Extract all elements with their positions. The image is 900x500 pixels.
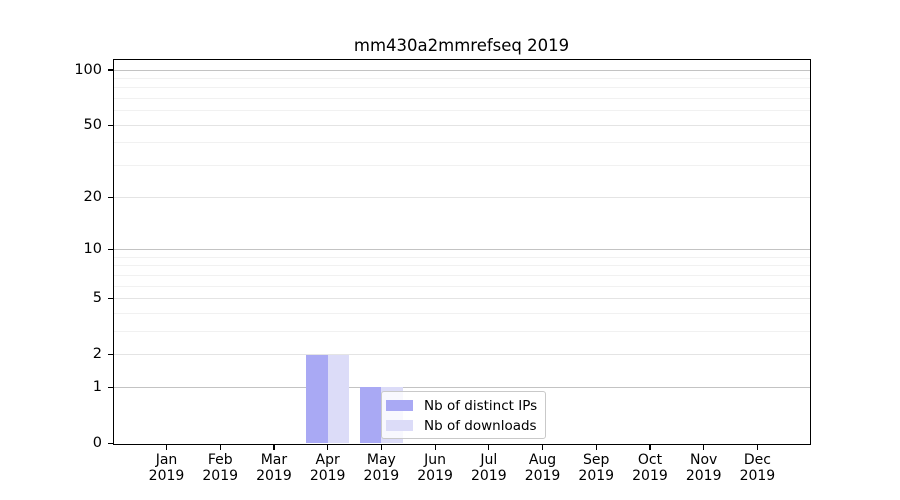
x-axis-label: Jan 2019 xyxy=(148,452,185,484)
y-axis-label: 50 xyxy=(83,116,102,133)
legend-label-distinct-ips: Nb of distinct IPs xyxy=(424,397,538,414)
bar-distinct-ips xyxy=(306,354,328,444)
y-axis-label: 2 xyxy=(92,346,102,363)
x-axis-tick xyxy=(219,444,221,451)
gridline-minor xyxy=(114,142,810,144)
legend-swatch-downloads xyxy=(386,420,413,431)
gridline-decade xyxy=(114,248,810,250)
x-axis-tick xyxy=(756,444,758,451)
chart-title: mm430a2mmrefseq 2019 xyxy=(353,36,570,55)
x-axis-label: Feb 2019 xyxy=(202,452,239,484)
y-axis-tick xyxy=(107,353,114,356)
x-axis-label: Sep 2019 xyxy=(578,452,615,484)
gridline-major xyxy=(114,196,810,198)
gridline-minor xyxy=(114,312,810,314)
gridline-major xyxy=(114,297,810,299)
legend-label-downloads: Nb of downloads xyxy=(424,417,537,434)
gridline-minor xyxy=(114,98,810,100)
y-axis-label: 0 xyxy=(92,435,102,451)
x-axis-label: Oct 2019 xyxy=(632,452,668,484)
y-axis-tick xyxy=(107,69,114,71)
x-axis-tick xyxy=(380,444,382,451)
legend-entry-distinct-ips: Nb of distinct IPs xyxy=(386,396,545,416)
gridline-minor xyxy=(114,87,810,89)
legend: Nb of distinct IPs Nb of downloads xyxy=(381,391,546,439)
gridline-minor xyxy=(114,256,810,258)
y-axis-label: 10 xyxy=(83,240,102,257)
x-axis-label: Jul 2019 xyxy=(470,452,507,484)
y-axis-tick xyxy=(107,124,114,126)
gridline-major xyxy=(114,124,810,126)
x-axis-tick xyxy=(165,444,168,451)
legend-swatch-distinct-ips xyxy=(386,400,413,411)
x-axis-tick xyxy=(488,444,490,451)
y-axis-tick xyxy=(107,248,114,251)
gridline-minor xyxy=(114,274,810,276)
legend-entry-downloads: Nb of downloads xyxy=(386,416,545,436)
gridline-minor xyxy=(114,330,810,332)
bar-distinct-ips xyxy=(359,387,382,444)
x-axis-label: May 2019 xyxy=(363,452,400,484)
x-axis-label: Apr 2019 xyxy=(309,452,346,484)
x-axis-tick xyxy=(273,444,275,451)
x-axis-tick xyxy=(327,444,329,451)
x-axis-tick xyxy=(649,444,651,451)
x-axis-label: Aug 2019 xyxy=(524,452,561,484)
gridline-minor xyxy=(114,110,810,112)
x-axis-label: Dec 2019 xyxy=(739,452,776,484)
x-axis-label: Jun 2019 xyxy=(417,452,453,484)
gridline-decade xyxy=(114,386,810,388)
gridline-major xyxy=(114,354,810,356)
y-axis-tick xyxy=(107,442,114,445)
gridline-minor xyxy=(114,77,810,79)
x-axis-label: Nov 2019 xyxy=(685,452,722,484)
gridline-minor xyxy=(114,165,810,167)
y-axis-tick xyxy=(107,196,114,198)
y-axis-tick xyxy=(107,386,114,388)
y-axis-label: 1 xyxy=(92,378,102,395)
y-axis-label: 20 xyxy=(83,188,102,205)
y-axis-label: 5 xyxy=(92,289,102,306)
x-axis-tick xyxy=(703,444,705,451)
bar-downloads xyxy=(327,354,350,444)
x-axis-tick xyxy=(595,444,597,451)
gridline-minor xyxy=(114,265,810,267)
gridline-decade xyxy=(114,69,810,71)
y-axis-label: 100 xyxy=(74,61,102,78)
x-axis-label: Mar 2019 xyxy=(256,452,292,484)
gridline-minor xyxy=(114,285,810,287)
y-axis-tick xyxy=(107,297,114,300)
x-axis-tick xyxy=(434,444,436,451)
x-axis-tick xyxy=(541,444,544,451)
